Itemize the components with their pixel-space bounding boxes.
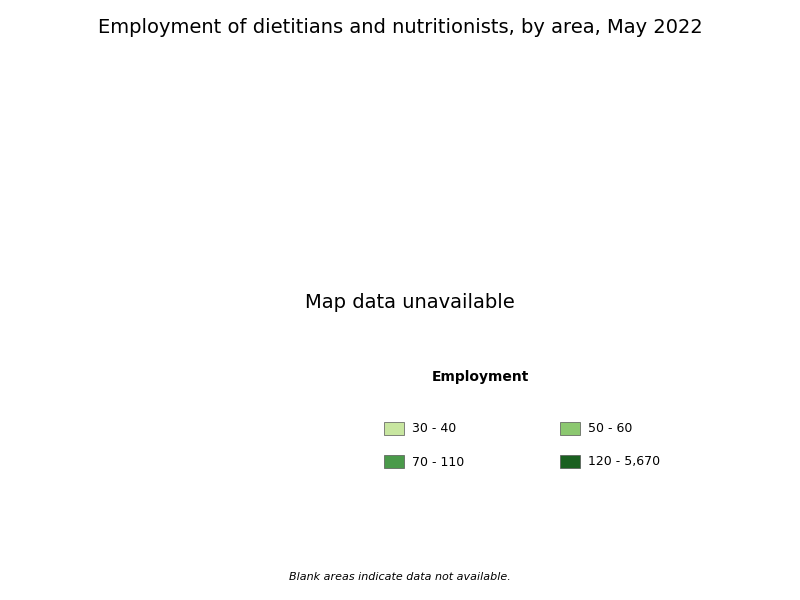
Text: Employment: Employment (431, 370, 529, 384)
Text: Blank areas indicate data not available.: Blank areas indicate data not available. (289, 572, 511, 582)
Text: Employment of dietitians and nutritionists, by area, May 2022: Employment of dietitians and nutritionis… (98, 18, 702, 37)
Text: Map data unavailable: Map data unavailable (305, 293, 515, 313)
Text: 70 - 110: 70 - 110 (412, 455, 464, 469)
Text: 120 - 5,670: 120 - 5,670 (588, 455, 660, 469)
Text: 30 - 40: 30 - 40 (412, 422, 456, 436)
Text: 50 - 60: 50 - 60 (588, 422, 632, 436)
